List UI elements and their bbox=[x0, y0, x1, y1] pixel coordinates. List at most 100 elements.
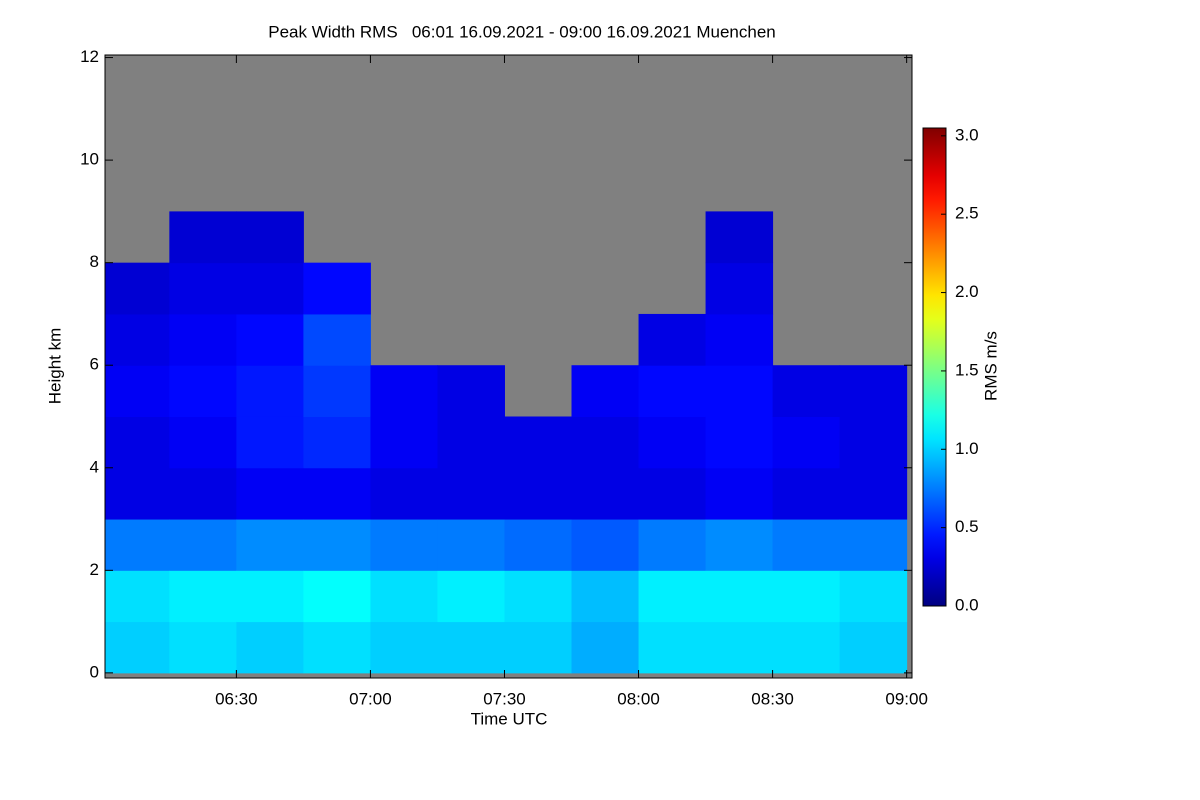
x-tick-label: 08:30 bbox=[751, 689, 794, 708]
colorbar-tick-label: 1.5 bbox=[955, 360, 979, 379]
x-axis-label: Time UTC bbox=[471, 709, 548, 728]
heatmap-cell bbox=[571, 621, 640, 674]
y-axis-label: Height km bbox=[45, 328, 64, 405]
heatmap-cell bbox=[236, 262, 304, 315]
heatmap-cell bbox=[772, 416, 841, 469]
heatmap-cell bbox=[303, 262, 371, 315]
y-tick-label: 12 bbox=[80, 47, 99, 66]
heatmap-cell bbox=[437, 365, 505, 417]
heatmap-cell bbox=[571, 416, 640, 469]
chart-title: Peak Width RMS 06:01 16.09.2021 - 09:00 … bbox=[268, 22, 776, 41]
colorbar-tick-label: 3.0 bbox=[955, 125, 979, 144]
heatmap-cell bbox=[105, 416, 170, 469]
heatmap-cell bbox=[169, 519, 237, 571]
heatmap-cell bbox=[236, 570, 304, 623]
y-tick-label: 6 bbox=[90, 355, 99, 374]
heatmap-cell bbox=[437, 570, 505, 623]
heatmap-cell bbox=[303, 621, 371, 674]
heatmap-cell bbox=[169, 365, 237, 417]
heatmap-cell bbox=[303, 467, 371, 520]
heatmap-cell bbox=[571, 519, 640, 571]
heatmap-cell bbox=[105, 313, 170, 366]
heatmap-cell bbox=[638, 621, 707, 674]
heatmap-cell bbox=[571, 467, 640, 520]
heatmap-cell bbox=[105, 365, 170, 417]
heatmap bbox=[105, 55, 912, 678]
heatmap-cell bbox=[105, 467, 170, 520]
heatmap-cell bbox=[504, 621, 573, 674]
heatmap-cell bbox=[437, 467, 505, 520]
heatmap-cell bbox=[303, 365, 371, 417]
heatmap-cell bbox=[504, 519, 573, 571]
heatmap-cell bbox=[236, 211, 304, 264]
heatmap-cell bbox=[370, 621, 438, 674]
heatmap-cell bbox=[169, 467, 237, 520]
heatmap-cell bbox=[705, 416, 774, 469]
heatmap-cell bbox=[772, 467, 841, 520]
heatmap-cell bbox=[638, 519, 707, 571]
plot-frame bbox=[104, 54, 913, 679]
heatmap-cell bbox=[236, 416, 304, 469]
heatmap-cell bbox=[370, 570, 438, 623]
y-tick-label: 10 bbox=[80, 150, 99, 169]
x-tick-label: 06:30 bbox=[215, 689, 258, 708]
heatmap-cell bbox=[169, 621, 237, 674]
x-tick-label: 09:00 bbox=[885, 689, 928, 708]
heatmap-cell bbox=[638, 467, 707, 520]
x-tick-label: 07:00 bbox=[349, 689, 392, 708]
heatmap-cell bbox=[839, 416, 908, 469]
heatmap-cell bbox=[705, 621, 774, 674]
x-tick-label: 08:00 bbox=[617, 689, 660, 708]
heatmap-cell bbox=[772, 519, 841, 571]
heatmap-cell bbox=[236, 313, 304, 366]
heatmap-cell bbox=[504, 467, 573, 520]
heatmap-cell bbox=[236, 467, 304, 520]
heatmap-cell bbox=[705, 519, 774, 571]
heatmap-cell bbox=[105, 519, 170, 571]
heatmap-cell bbox=[370, 467, 438, 520]
heatmap-cell bbox=[236, 365, 304, 417]
colorbar bbox=[922, 127, 947, 607]
y-tick-label: 8 bbox=[90, 252, 99, 271]
heatmap-cell bbox=[504, 570, 573, 623]
heatmap-cell bbox=[105, 262, 170, 315]
heatmap-cell bbox=[437, 416, 505, 469]
y-tick-label: 0 bbox=[90, 662, 99, 681]
colorbar-tick-label: 2.5 bbox=[955, 204, 979, 223]
heatmap-cell bbox=[169, 211, 237, 264]
heatmap-cell bbox=[303, 570, 371, 623]
heatmap-cell bbox=[169, 313, 237, 366]
heatmap-cell bbox=[839, 621, 908, 674]
heatmap-cell bbox=[839, 365, 908, 417]
heatmap-cell bbox=[169, 570, 237, 623]
heatmap-cell bbox=[437, 621, 505, 674]
heatmap-cell bbox=[169, 416, 237, 469]
heatmap-cell bbox=[571, 570, 640, 623]
heatmap-cell bbox=[772, 365, 841, 417]
heatmap-cell bbox=[839, 467, 908, 520]
heatmap-cell bbox=[105, 570, 170, 623]
heatmap-cell bbox=[705, 313, 774, 366]
heatmap-cell bbox=[705, 365, 774, 417]
colorbar-tick-label: 2.0 bbox=[955, 282, 979, 301]
heatmap-cell bbox=[638, 313, 707, 366]
colorbar-tick-label: 0.0 bbox=[955, 595, 979, 614]
heatmap-cell bbox=[236, 519, 304, 571]
colorbar-label: RMS m/s bbox=[981, 331, 1000, 401]
heatmap-cell bbox=[504, 416, 573, 469]
heatmap-cell bbox=[839, 519, 908, 571]
y-tick-label: 4 bbox=[90, 457, 99, 476]
heatmap-cell bbox=[303, 313, 371, 366]
colorbar-tick-label: 1.0 bbox=[955, 439, 979, 458]
heatmap-cell bbox=[303, 416, 371, 469]
heatmap-cell bbox=[370, 519, 438, 571]
heatmap-cell bbox=[705, 211, 774, 264]
heatmap-cell bbox=[772, 621, 841, 674]
heatmap-cell bbox=[105, 621, 170, 674]
heatmap-cell bbox=[705, 570, 774, 623]
heatmap-cell bbox=[370, 416, 438, 469]
heatmap-cell bbox=[169, 262, 237, 315]
heatmap-cell bbox=[705, 262, 774, 315]
heatmap-cell bbox=[638, 570, 707, 623]
